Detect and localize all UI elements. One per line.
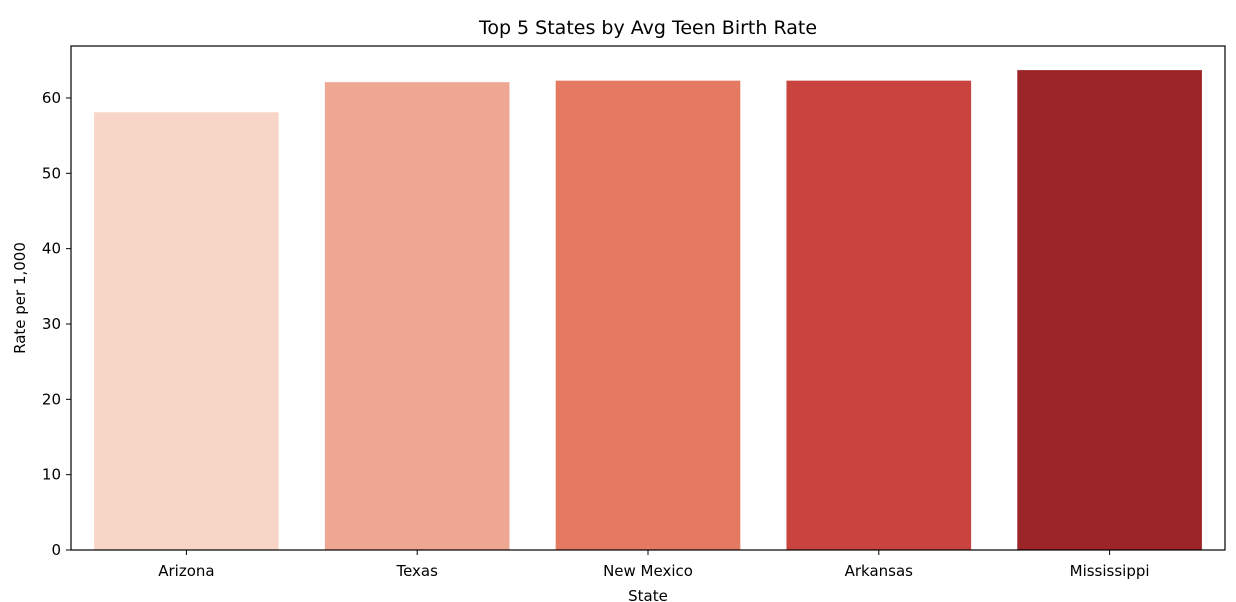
y-tick-label: 50 [42, 164, 61, 182]
y-tick-label: 40 [42, 240, 61, 258]
x-tick-label: New Mexico [603, 562, 693, 580]
axes-frame [70, 45, 1226, 551]
x-tick-label: Texas [395, 562, 438, 580]
y-axis-ticks: 0 10 20 30 40 50 60 [42, 89, 71, 559]
chart-title: Top 5 States by Avg Teen Birth Rate [478, 17, 817, 39]
y-tick-label: 60 [42, 89, 61, 107]
x-axis-ticks: Arizona Texas New Mexico Arkansas Mississipp… [158, 550, 1150, 580]
bar-texas [324, 82, 510, 550]
y-axis-label: Rate per 1,000 [11, 242, 29, 354]
y-tick-label: 30 [42, 315, 61, 333]
bar-new-mexico [555, 80, 741, 551]
bar-arizona [94, 112, 279, 551]
x-axis-label: State [628, 587, 668, 602]
bars-group [94, 70, 1202, 551]
bar-arkansas [786, 80, 972, 551]
x-tick-label: Arizona [158, 562, 214, 580]
y-tick-label: 10 [42, 466, 61, 484]
x-tick-label: Arkansas [845, 562, 914, 580]
y-tick-label: 20 [42, 390, 61, 408]
x-tick-label: Mississippi [1070, 562, 1150, 580]
bar-mississippi [1017, 70, 1202, 551]
y-tick-label: 0 [51, 541, 61, 559]
